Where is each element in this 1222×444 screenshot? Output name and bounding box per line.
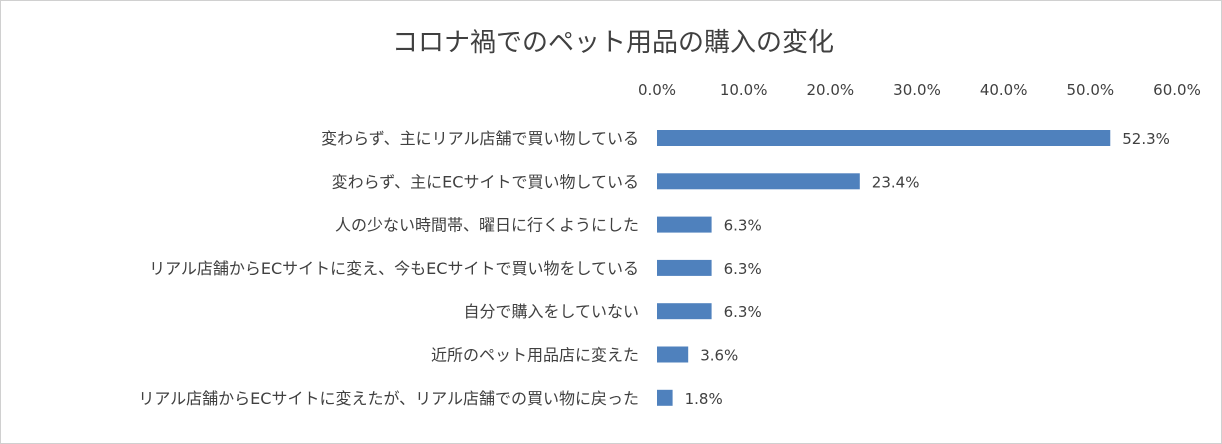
category-label: 変わらず、主にECサイトで買い物している — [332, 172, 639, 191]
data-labels: 52.3% 23.4% 6.3% 6.3% 6.3% 3.6% 1.8% — [685, 130, 1170, 408]
data-label: 3.6% — [700, 347, 738, 365]
category-label: 近所のペット用品店に変えた — [431, 346, 639, 365]
data-label: 23.4% — [872, 173, 920, 191]
category-label: リアル店舗からECサイトに変え、今もECサイトで買い物をしている — [149, 259, 639, 278]
x-axis-ticks: 0.0% 10.0% 20.0% 30.0% 40.0% 50.0% 60.0% — [638, 81, 1201, 99]
x-tick-label: 0.0% — [638, 81, 676, 99]
data-label: 6.3% — [724, 303, 762, 321]
bar — [657, 130, 1111, 146]
bar — [657, 303, 712, 320]
bar — [657, 216, 712, 233]
bar — [657, 389, 673, 406]
category-labels: 変わらず、主にリアル店舗で買い物している変わらず、主にECサイトで買い物している… — [138, 129, 639, 408]
x-tick-label: 40.0% — [980, 81, 1028, 99]
bars — [657, 130, 1111, 406]
x-tick-label: 50.0% — [1067, 81, 1115, 99]
x-tick-label: 10.0% — [720, 81, 768, 99]
data-label: 1.8% — [685, 390, 723, 408]
bar — [657, 346, 689, 363]
category-label: 自分で購入をしていない — [463, 302, 639, 321]
chart-title: コロナ禍でのペット用品の購入の変化 — [392, 28, 834, 58]
x-tick-label: 30.0% — [893, 81, 941, 99]
data-label: 6.3% — [724, 217, 762, 235]
x-tick-label: 20.0% — [807, 81, 855, 99]
category-label: 変わらず、主にリアル店舗で買い物している — [321, 129, 639, 148]
x-tick-label: 60.0% — [1153, 81, 1201, 99]
category-label: リアル店舗からECサイトに変えたが、リアル店舗での買い物に戻った — [138, 389, 639, 408]
category-label: 人の少ない時間帯、曜日に行くようにした — [335, 216, 639, 235]
bar — [657, 173, 860, 190]
data-label: 52.3% — [1122, 130, 1170, 148]
bar — [657, 259, 712, 276]
data-label: 6.3% — [724, 260, 762, 278]
